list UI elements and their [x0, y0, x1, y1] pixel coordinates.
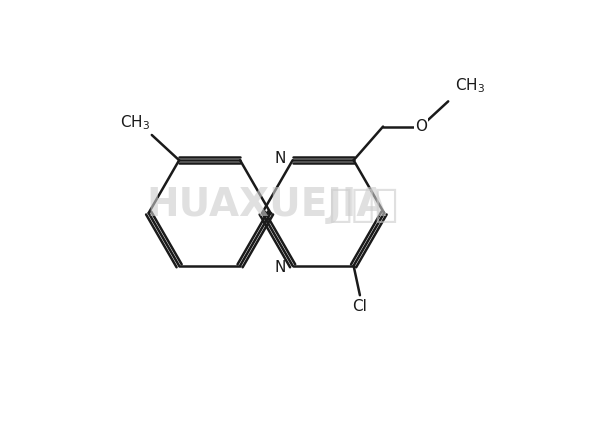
Text: N: N [275, 260, 286, 275]
Text: 化学加: 化学加 [328, 186, 398, 224]
Text: HUAXUEJIA: HUAXUEJIA [146, 186, 386, 224]
Text: CH$_3$: CH$_3$ [455, 76, 485, 95]
Text: CH$_3$: CH$_3$ [119, 113, 149, 132]
Text: Cl: Cl [352, 299, 367, 314]
Text: O: O [415, 119, 427, 134]
Text: N: N [275, 151, 286, 166]
